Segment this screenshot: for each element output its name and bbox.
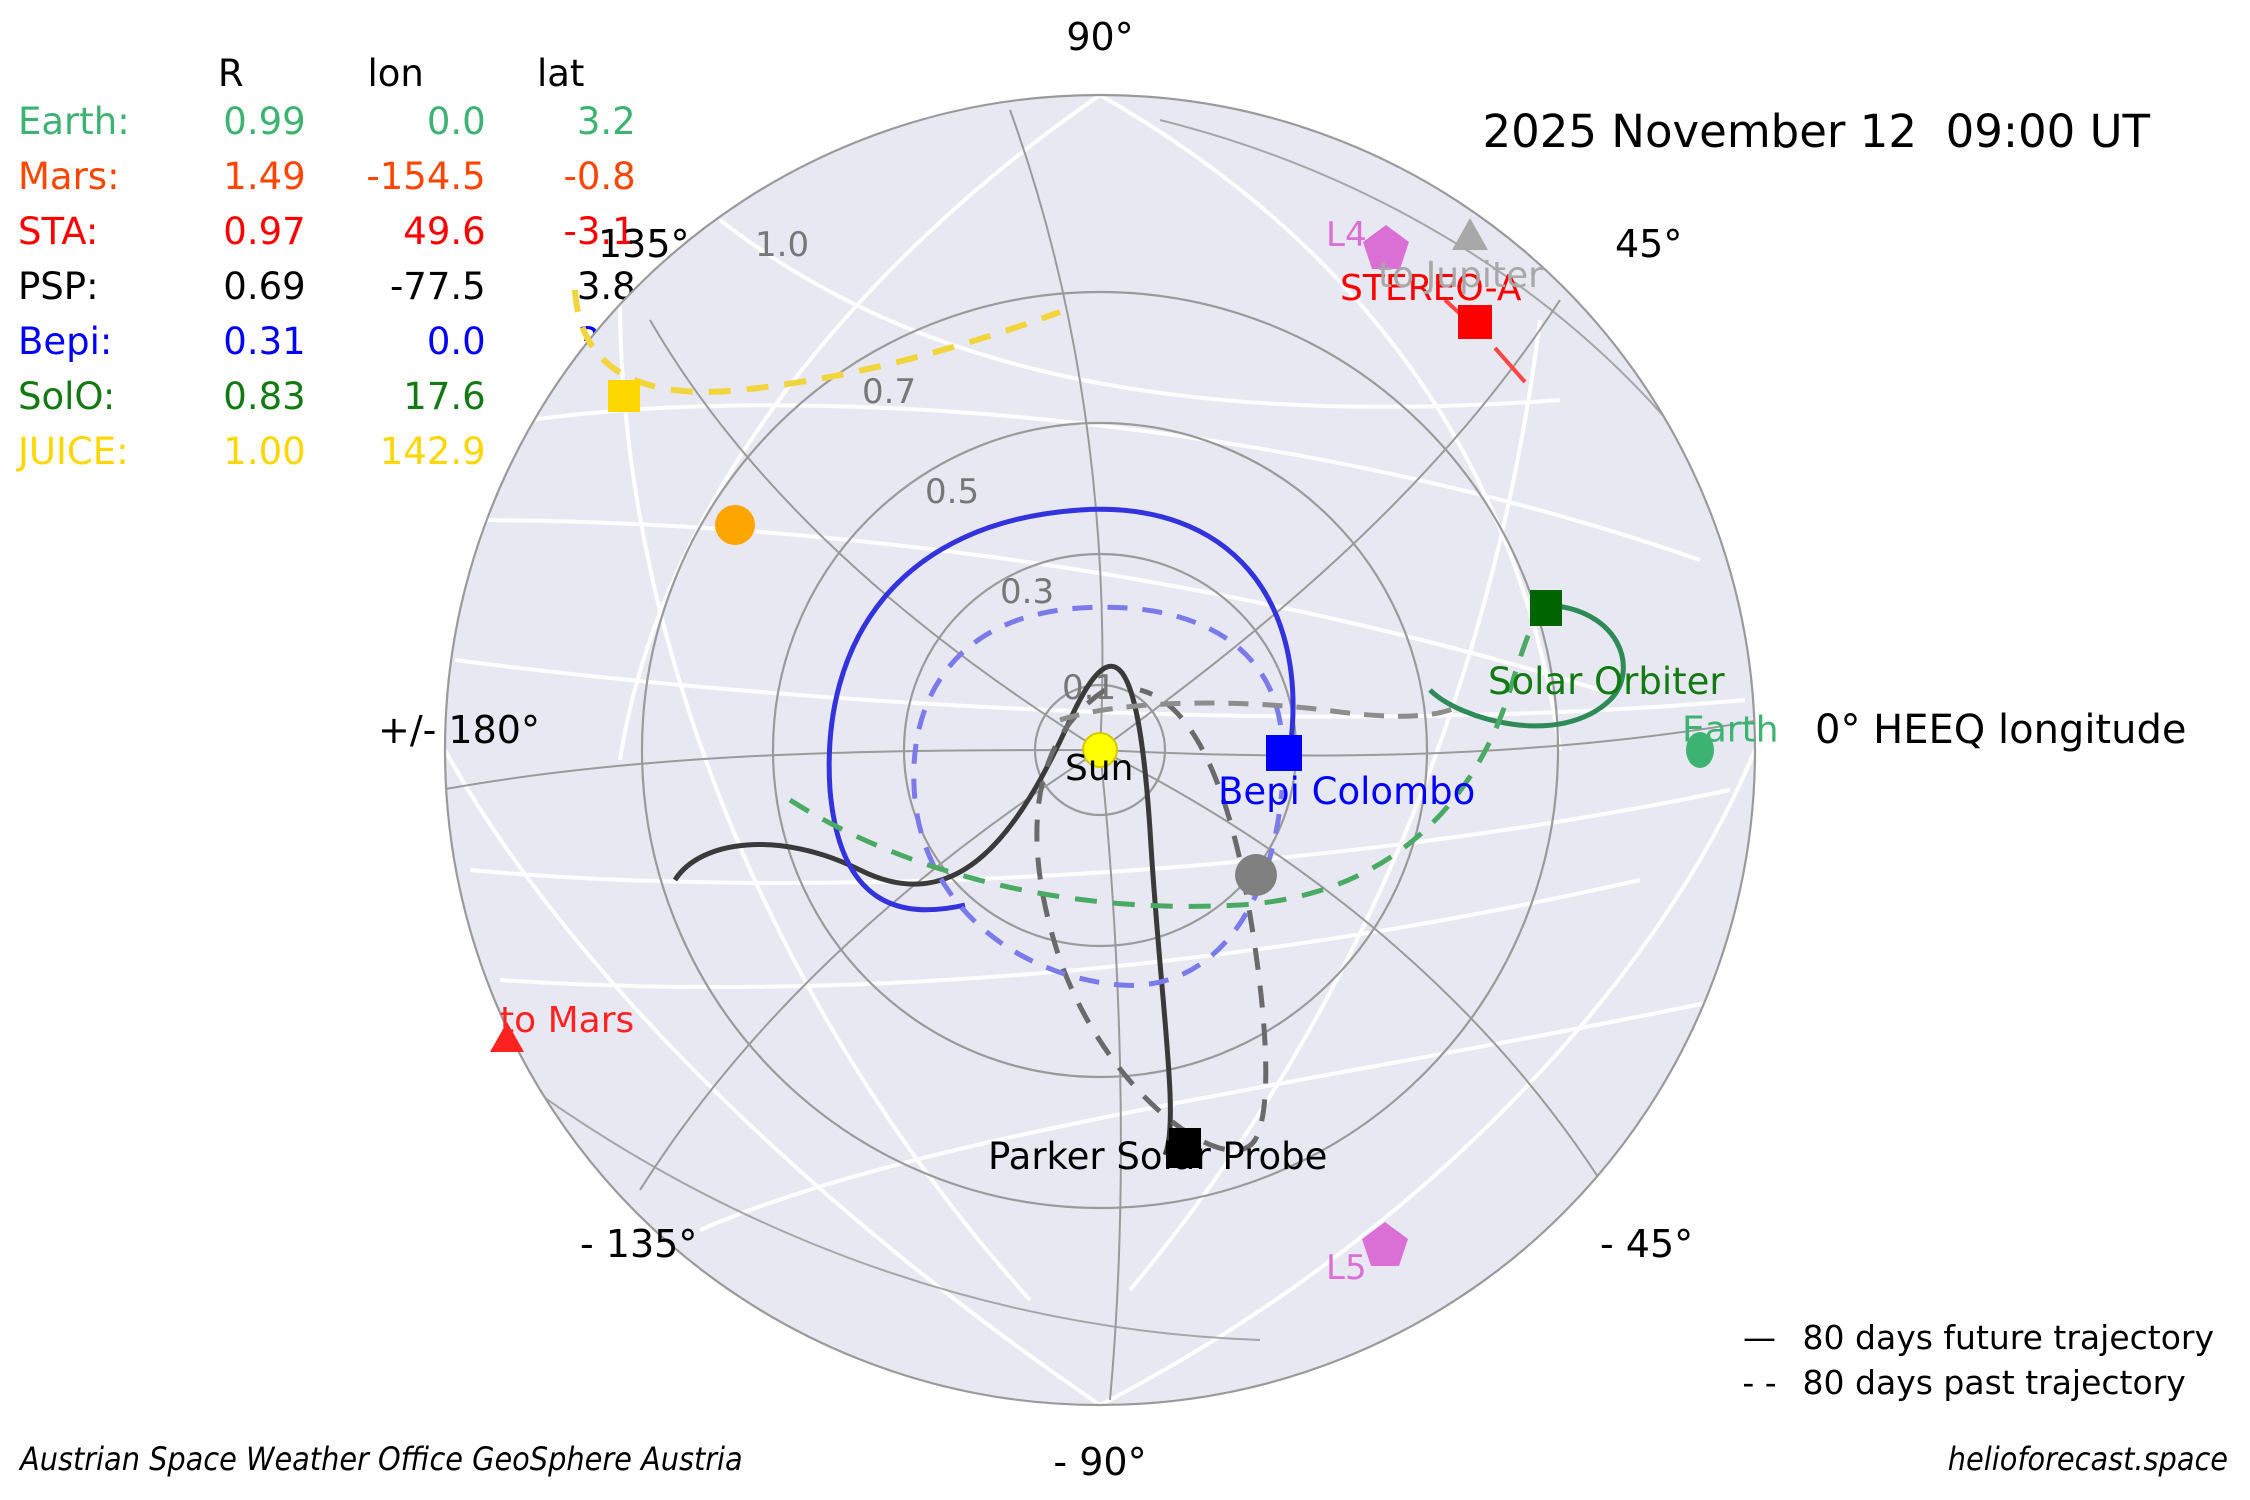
col-header-r: R — [217, 52, 244, 95]
row-lat-value: -0.8 — [563, 155, 636, 198]
mesh-grid — [445, 95, 1755, 1405]
trajectory-gray-past — [1059, 700, 1462, 723]
row-r-value: 1.49 — [223, 155, 306, 198]
marker-bepi-colombo[interactable] — [1266, 735, 1302, 771]
row-lat-value: 3.2 — [576, 100, 636, 143]
label-to-mars: to Mars — [500, 1000, 635, 1041]
positions-table: R lon lat Earth: 0.99 0.0 3.2 Mars: 1.49 -154.… — [18, 46, 636, 479]
row-label: STA: — [18, 210, 99, 253]
label-stereo-a: STEREO-A — [1340, 268, 1522, 309]
marker-to-jupiter[interactable] — [1452, 218, 1488, 250]
marker-parker-solar-probe[interactable] — [1169, 1128, 1201, 1168]
legend-row-future: — 80 days future trajectory — [1729, 1318, 2214, 1357]
dashed-line-icon: - - — [1742, 1363, 1777, 1402]
row-label: Mars: — [18, 155, 120, 198]
marker-l4[interactable] — [1363, 225, 1409, 269]
table-header-row: R lon lat — [18, 46, 636, 94]
marker-gray-body[interactable] — [1235, 854, 1277, 896]
col-header-lat: lat — [536, 52, 585, 95]
radial-tick-0-3: 0.3 — [1000, 572, 1055, 612]
radial-tick-0-7: 0.7 — [862, 372, 917, 412]
trajectory-solo-past — [788, 602, 1547, 909]
marker-earth[interactable] — [1686, 732, 1714, 768]
label-parker-solar-probe: Parker Solar Probe — [988, 1135, 1328, 1178]
row-lon-value: 142.9 — [379, 430, 486, 473]
row-label: SolO: — [18, 375, 116, 418]
marker-juice[interactable] — [715, 505, 755, 545]
radial-rings — [443, 93, 1757, 1407]
row-label: PSP: — [18, 265, 99, 308]
row-label: JUICE: — [18, 430, 129, 473]
trajectory-bepi-future — [826, 506, 1296, 913]
row-r-value: 0.31 — [223, 320, 306, 363]
row-lon-value: -77.5 — [389, 265, 486, 308]
row-r-value: 0.83 — [223, 375, 306, 418]
axis-label-0-heeq: 0° HEEQ longitude — [1815, 707, 2187, 753]
axis-label-90: 90° — [1066, 15, 1134, 59]
faint-arcs — [454, 119, 1701, 1341]
axis-label-135: 135° — [598, 222, 690, 266]
row-r-value: 0.99 — [223, 100, 306, 143]
legend-past-label: 80 days past trajectory — [1802, 1363, 2186, 1402]
marker-solar-orbiter[interactable] — [1530, 590, 1562, 626]
table-row: Earth: 0.99 0.0 3.2 — [18, 94, 636, 149]
page-title: 2025 November 12 09:00 UT — [1482, 105, 2150, 158]
radial-tick-0-1: 0.1 — [1062, 668, 1117, 708]
row-r-value: 1.00 — [223, 430, 306, 473]
row-lon-value: 0.0 — [426, 100, 486, 143]
legend-future-label: 80 days future trajectory — [1802, 1318, 2214, 1357]
label-l5: L5 — [1326, 1248, 1367, 1288]
label-to-jupiter: to Jupiter — [1378, 255, 1543, 296]
radial-tick-0-5: 0.5 — [925, 472, 980, 512]
table-row: Mars: 1.49 -154.5 -0.8 — [18, 149, 636, 204]
trajectory-legend: — 80 days future trajectory - - 80 days … — [1729, 1312, 2214, 1408]
axis-label-45: 45° — [1615, 222, 1683, 266]
row-r-value: 0.69 — [223, 265, 306, 308]
row-lon-value: -154.5 — [366, 155, 486, 198]
axis-label-minus-45: - 45° — [1600, 1222, 1694, 1266]
marker-to-mars[interactable] — [490, 1022, 524, 1052]
solid-line-icon: — — [1743, 1318, 1777, 1357]
row-lon-value: 0.0 — [426, 320, 486, 363]
label-sun: Sun — [1065, 748, 1134, 789]
footer-website: helioforecast.space — [1947, 1440, 2228, 1478]
row-lon-value: 17.6 — [403, 375, 486, 418]
footer-credit: Austrian Space Weather Office GeoSphere … — [20, 1440, 743, 1478]
row-label: Earth: — [18, 100, 130, 143]
axis-label-minus-135: - 135° — [580, 1222, 698, 1266]
row-lon-value: 49.6 — [403, 210, 486, 253]
table-row: STA: 0.97 49.6 -3.1 — [18, 204, 636, 259]
trajectory-psp-future — [672, 663, 1173, 1156]
label-earth: Earth — [1682, 709, 1779, 751]
col-header-lon: lon — [367, 52, 424, 95]
trajectory-solo-future — [1428, 602, 1626, 729]
marker-sun[interactable] — [1082, 732, 1118, 768]
row-lat-value: -3.1 — [563, 210, 636, 253]
label-l4: L4 — [1326, 215, 1367, 255]
label-bepi-colombo: Bepi Colombo — [1218, 770, 1476, 813]
trajectory-psp-past — [1034, 687, 1269, 1153]
marker-l5[interactable] — [1362, 1222, 1408, 1266]
marker-juice-trajectory-end[interactable] — [608, 380, 640, 412]
marker-stereo-a[interactable] — [1458, 305, 1492, 339]
axis-label-minus-90: - 90° — [1053, 1440, 1147, 1484]
trajectory-bepi-past — [911, 604, 1285, 988]
label-solar-orbiter: Solar Orbiter — [1488, 660, 1725, 703]
legend-row-past: - - 80 days past trajectory — [1729, 1363, 2214, 1402]
trajectory-juice-past — [572, 289, 1062, 395]
row-label: Bepi: — [18, 320, 113, 363]
table-row: PSP: 0.69 -77.5 3.8 — [18, 259, 636, 314]
radial-tick-1-0: 1.0 — [755, 225, 810, 265]
axis-label-plusminus-180: +/- 180° — [378, 708, 540, 752]
row-r-value: 0.97 — [223, 210, 306, 253]
